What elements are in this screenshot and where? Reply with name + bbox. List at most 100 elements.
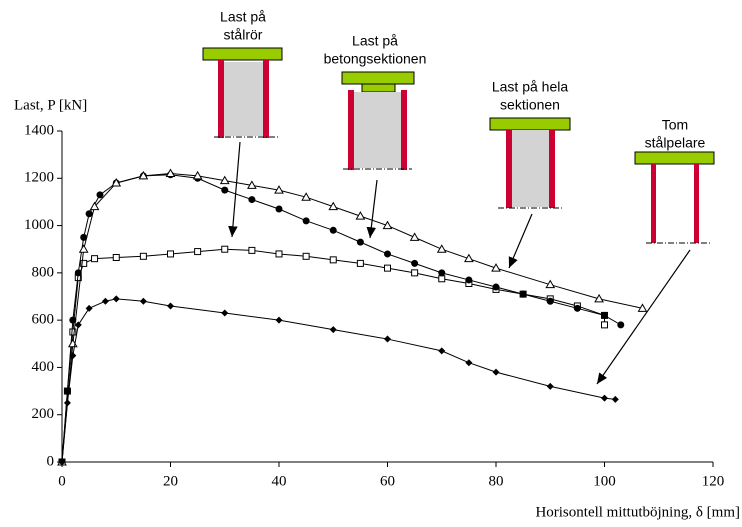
data-point bbox=[78, 244, 89, 253]
series-line bbox=[61, 173, 643, 463]
data-point bbox=[436, 244, 447, 253]
data-point bbox=[85, 210, 93, 218]
x-tick-label: 120 bbox=[702, 473, 725, 489]
series-line bbox=[61, 298, 616, 463]
data-point bbox=[438, 347, 446, 355]
data-point bbox=[112, 295, 120, 303]
y-tick-label: 1000 bbox=[24, 217, 54, 233]
data-point bbox=[601, 394, 608, 402]
y-tick-label: 0 bbox=[47, 453, 55, 469]
data-point bbox=[69, 352, 77, 360]
data-point bbox=[74, 321, 82, 329]
data-point bbox=[465, 359, 473, 367]
annotation: Tom bbox=[662, 117, 688, 133]
data-point bbox=[302, 252, 310, 260]
x-tick-label: 80 bbox=[489, 473, 504, 489]
data-point bbox=[194, 248, 202, 256]
annotation: stålpelare bbox=[645, 135, 706, 151]
data-point bbox=[96, 191, 104, 199]
data-point bbox=[80, 233, 88, 241]
data-point bbox=[69, 316, 77, 324]
data-point bbox=[139, 297, 147, 305]
y-axis-label: Last, P [kN] bbox=[14, 97, 87, 113]
annotation: stålrör bbox=[224, 27, 263, 43]
data-point bbox=[329, 256, 337, 264]
data-point bbox=[438, 275, 446, 283]
data-point bbox=[165, 168, 176, 178]
data-point bbox=[275, 205, 283, 213]
data-point bbox=[491, 263, 501, 272]
data-point bbox=[492, 368, 500, 376]
data-point bbox=[546, 297, 554, 305]
y-tick-label: 800 bbox=[32, 264, 55, 280]
data-point bbox=[411, 269, 419, 277]
data-point bbox=[356, 259, 364, 267]
data-point bbox=[167, 250, 174, 258]
x-axis-label: Horisontell mittutböjning, δ [mm] bbox=[535, 504, 740, 520]
y-tick-label: 600 bbox=[32, 312, 55, 328]
data-point bbox=[464, 253, 474, 263]
section-diagrams bbox=[202, 47, 715, 244]
x-tick-label: 20 bbox=[163, 473, 178, 489]
data-point bbox=[63, 399, 71, 407]
data-point bbox=[519, 290, 527, 298]
data-point bbox=[617, 321, 625, 329]
data-point bbox=[465, 276, 473, 284]
y-tick-label: 1200 bbox=[24, 170, 54, 186]
data-point bbox=[85, 304, 93, 312]
data-point bbox=[329, 226, 337, 234]
data-point bbox=[221, 309, 229, 317]
data-point bbox=[594, 293, 604, 303]
arrows bbox=[228, 141, 691, 385]
data-point bbox=[438, 269, 446, 277]
data-point bbox=[74, 269, 82, 277]
y-tick-label: 1400 bbox=[24, 122, 54, 138]
data-point bbox=[139, 252, 147, 260]
annotation: Last på hela bbox=[492, 79, 568, 95]
data-point bbox=[91, 255, 99, 263]
y-tick-label: 400 bbox=[32, 359, 55, 375]
series-line bbox=[61, 174, 622, 463]
data-point bbox=[384, 335, 391, 343]
x-tick-label: 40 bbox=[272, 473, 287, 489]
data-point bbox=[69, 328, 77, 336]
data-point bbox=[601, 321, 608, 329]
data-point bbox=[275, 250, 283, 258]
data-point bbox=[356, 238, 364, 246]
data-point bbox=[492, 283, 500, 291]
data-point bbox=[80, 259, 88, 267]
data-point bbox=[248, 246, 256, 254]
data-point bbox=[384, 264, 391, 272]
x-tick-label: 0 bbox=[58, 473, 66, 489]
series-line bbox=[61, 248, 605, 463]
data-point bbox=[275, 316, 283, 324]
x-tick-label: 60 bbox=[380, 473, 395, 489]
data-point bbox=[63, 387, 71, 395]
y-tick-label: 200 bbox=[32, 406, 55, 422]
data-point bbox=[89, 201, 100, 211]
data-point bbox=[248, 196, 256, 204]
data-point bbox=[355, 211, 366, 220]
data-point bbox=[138, 170, 149, 180]
annotation: betongsektionen bbox=[324, 51, 427, 67]
data-point bbox=[192, 170, 203, 180]
data-point bbox=[601, 311, 608, 319]
data-point bbox=[546, 382, 554, 390]
x-tick-label: 100 bbox=[593, 473, 616, 489]
annotation: Last på bbox=[352, 33, 398, 49]
data-point bbox=[409, 232, 420, 241]
data-point bbox=[111, 178, 122, 187]
annotation: sektionen bbox=[500, 97, 560, 113]
data-point bbox=[247, 180, 257, 189]
data-point bbox=[112, 253, 120, 261]
data-point bbox=[637, 303, 648, 312]
data-point bbox=[274, 185, 284, 194]
data-point bbox=[411, 259, 419, 267]
data-point bbox=[221, 245, 229, 253]
data-point bbox=[221, 186, 229, 194]
data-point bbox=[302, 217, 310, 225]
annotation: Last på bbox=[220, 9, 266, 25]
data-point bbox=[329, 326, 337, 334]
data-point bbox=[328, 201, 339, 211]
data-point bbox=[167, 302, 174, 310]
